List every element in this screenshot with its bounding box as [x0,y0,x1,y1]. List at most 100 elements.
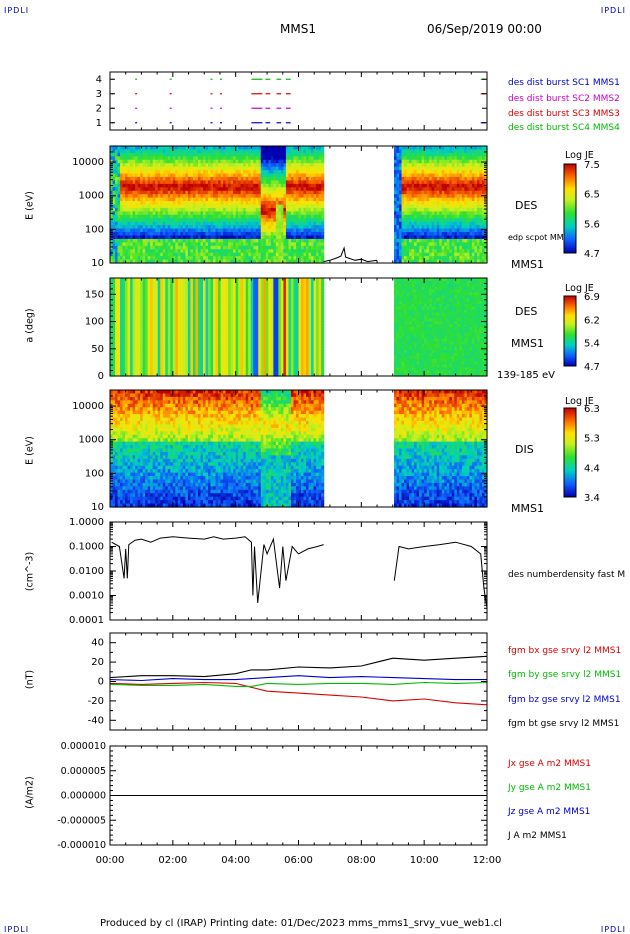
des-energy-cell [205,218,209,223]
des-energy-cell [481,235,486,240]
des-energy-cell [394,173,398,178]
des-energy-cell [233,201,237,206]
des-energy-cell [157,187,161,192]
des-pitch-cell [152,361,156,366]
des-pitch-cell [117,347,121,351]
des-energy-cell [127,170,131,175]
des-energy-cell [225,225,229,230]
des-energy-cell [311,252,315,257]
des-energy-cell [190,170,194,175]
des-energy-cell [160,173,164,178]
des-energy-cell [446,238,450,243]
des-pitch-cell [120,350,124,354]
des-energy-cell [192,214,197,219]
des-energy-cell [273,180,277,185]
des-energy-cell [414,242,418,247]
des-energy-cell [195,207,199,212]
des-energy-cell [426,252,430,257]
des-pitch-cell [112,329,116,334]
des-pitch-cell [137,327,141,331]
des-energy-cell [308,221,312,226]
des-energy-cell [185,242,189,247]
des-energy-cell [454,149,458,154]
des-energy-cell [278,166,282,171]
des-pitch-cell [162,370,166,374]
des-energy-cell [130,187,134,192]
des-energy-cell [208,228,212,233]
des-energy-cell [429,235,433,240]
des-energy-cell [152,180,156,185]
des-energy-cell [150,225,154,230]
des-energy-cell [474,187,478,192]
des-pitch-cell [120,321,124,325]
des-energy-cell [117,259,121,264]
des-energy-cell [167,146,171,151]
des-energy-cell [210,245,214,250]
des-energy-cell [290,170,295,175]
des-energy-cell [318,197,322,202]
des-energy-cell [210,194,214,199]
des-energy-cell [230,221,234,226]
des-pitch-cell [120,373,124,377]
des-energy-cell [223,259,227,264]
des-energy-cell [404,221,408,226]
des-energy-cell [446,201,450,206]
des-energy-cell [228,228,232,233]
des-energy-cell [278,245,282,250]
des-energy-cell [162,259,166,264]
des-energy-cell [429,238,433,243]
des-energy-cell [431,166,435,171]
des-pitch-cell [110,321,114,325]
des-energy-cell [265,163,269,168]
des-energy-cell [218,256,222,261]
des-energy-cell [238,152,242,157]
des-energy-cell [280,256,285,261]
des-energy-cell [135,170,139,175]
des-energy-cell [112,163,116,168]
des-energy-cell [303,190,307,195]
des-energy-cell [110,190,114,195]
des-energy-cell [150,204,154,209]
des-energy-cell [263,245,267,250]
des-pitch-cell [135,358,139,363]
des-pitch-cell [122,286,126,291]
des-pitch-cell [145,335,149,340]
des-energy-cell [122,187,126,192]
des-energy-cell [316,252,320,257]
des-energy-cell [290,235,295,240]
des-energy-cell [270,194,274,199]
des-energy-cell [295,146,300,151]
des-energy-cell [454,190,458,195]
des-energy-cell [197,187,202,192]
des-energy-cell [152,197,156,202]
des-energy-cell [187,183,192,188]
des-energy-cell [210,152,214,157]
des-energy-cell [474,207,478,212]
des-energy-cell [233,187,237,192]
des-energy-cell [424,211,428,216]
des-energy-cell [235,259,239,264]
des-pitch-cell [137,312,141,317]
des-energy-cell [288,252,292,257]
des-pitch-cell [155,355,159,360]
des-energy-cell [255,211,259,216]
des-energy-cell [127,256,131,261]
des-energy-cell [238,180,242,185]
des-energy-cell [255,173,259,178]
des-energy-cell [301,201,305,206]
des-energy-cell [419,194,423,199]
des-energy-cell [285,211,290,216]
des-pitch-cell [167,315,171,319]
des-energy-cell [394,218,398,223]
des-pitch-cell [145,283,149,288]
des-energy-cell [396,245,400,250]
des-energy-cell [238,194,242,199]
des-energy-cell [177,249,181,254]
des-energy-cell [424,204,428,209]
des-pitch-cell [122,338,126,343]
des-energy-cell [285,180,290,185]
des-energy-cell [479,170,483,175]
des-pitch-cell [157,309,161,314]
des-energy-cell [396,218,400,223]
des-energy-cell [213,207,217,212]
